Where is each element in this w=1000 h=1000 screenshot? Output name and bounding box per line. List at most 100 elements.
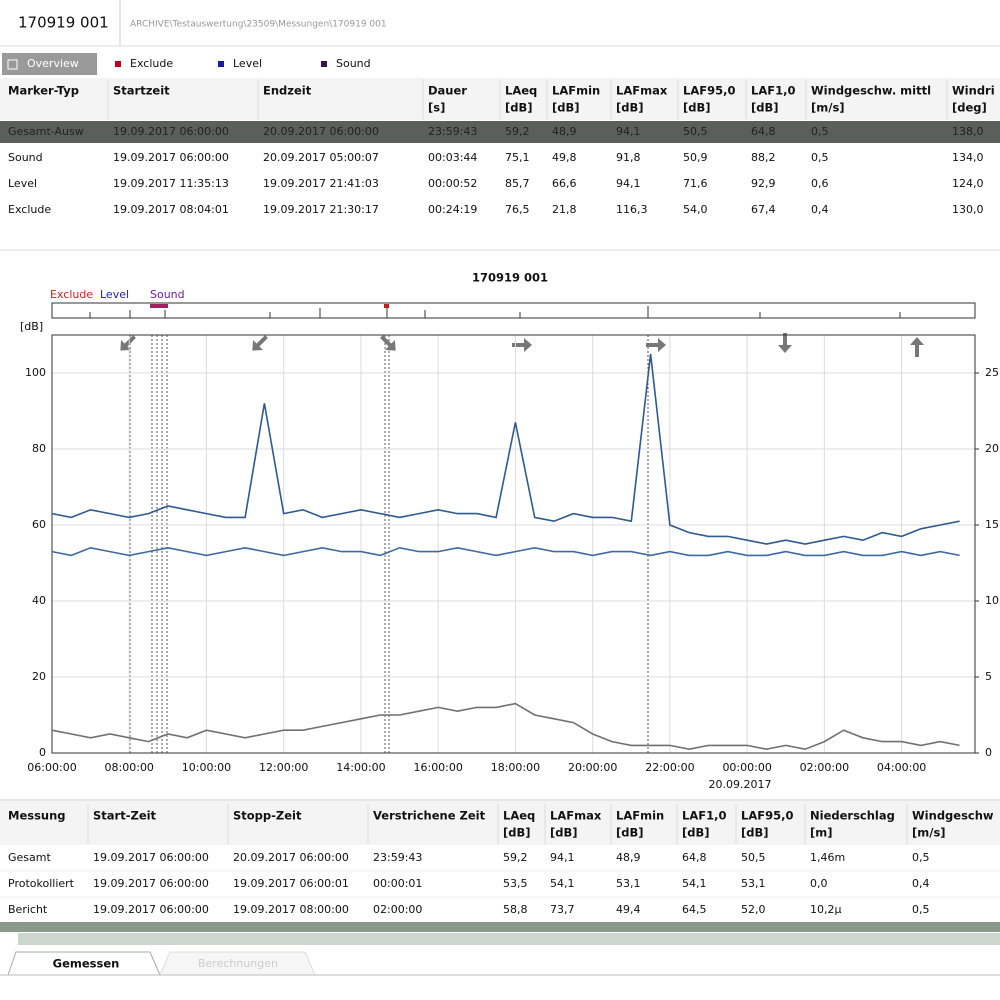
column-header: [m/s]: [811, 101, 845, 115]
tab-label[interactable]: Gemessen: [53, 957, 120, 971]
table-cell: 50,5: [683, 125, 708, 138]
column-header: LAF95,0: [683, 84, 735, 98]
overview-icon: [7, 59, 18, 70]
column-header: [dB]: [683, 101, 711, 115]
x-tick-label: 18:00:00: [491, 761, 540, 774]
table-cell: 54,1: [682, 877, 707, 890]
table-cell: 130,0: [952, 203, 984, 216]
column-header: [dB]: [616, 826, 644, 840]
table-cell: 94,1: [616, 125, 641, 138]
table-cell: 19.09.2017 06:00:00: [113, 151, 229, 164]
table-cell: 00:00:01: [373, 877, 422, 890]
tab-label[interactable]: Berechnungen: [198, 957, 278, 970]
chart: 170919 001 [dB] 20.09.2017 0204060801000…: [20, 271, 999, 792]
table-cell: 116,3: [616, 203, 648, 216]
table-cell: 00:24:19: [428, 203, 477, 216]
legend-swatch: [115, 61, 121, 67]
table-cell: 48,9: [616, 851, 641, 864]
x-tick-label: 12:00:00: [259, 761, 308, 774]
table-cell: 10,2µ: [810, 903, 842, 916]
selected-row[interactable]: [0, 121, 1000, 143]
column-header: [s]: [428, 101, 445, 115]
series-line: [51, 546, 960, 557]
table-cell: 0,4: [912, 877, 930, 890]
table-cell: 0,0: [810, 877, 828, 890]
table-cell: 19.09.2017 06:00:00: [93, 903, 209, 916]
chart-legend-label: Sound: [150, 288, 185, 301]
hscroll[interactable]: [18, 933, 1000, 945]
overview-label[interactable]: Overview: [27, 57, 79, 70]
column-header: Niederschlag: [810, 809, 895, 823]
column-header: LAeq: [503, 809, 535, 823]
table-cell: 124,0: [952, 177, 984, 190]
table-cell: Bericht: [8, 903, 48, 916]
table-cell: 19.09.2017 06:00:00: [93, 877, 209, 890]
y-tick-label: 0: [39, 746, 46, 759]
table-cell: Gesamt-Ausw: [8, 125, 84, 138]
column-header: [dB]: [616, 101, 644, 115]
column-header: Windgeschw. mittl: [811, 84, 931, 98]
column-header: [dB]: [552, 101, 580, 115]
chart-legend-label: Exclude: [50, 288, 93, 301]
x-tick-label: 08:00:00: [105, 761, 154, 774]
column-header: LAF1,0: [682, 809, 726, 823]
table-cell: 85,7: [505, 177, 530, 190]
y2-tick-label: 15: [985, 518, 999, 531]
table-cell: 49,4: [616, 903, 641, 916]
x-tick-label: 14:00:00: [336, 761, 385, 774]
header-path: ARCHIVE\Testauswertung\23509\Messungen\1…: [130, 20, 387, 30]
y2-tick-label: 20: [985, 442, 999, 455]
scrollbar[interactable]: [0, 922, 1000, 932]
table-cell: 19.09.2017 08:04:01: [113, 203, 229, 216]
table-cell: 73,7: [550, 903, 575, 916]
table-cell: Gesamt: [8, 851, 51, 864]
table-cell: 66,6: [552, 177, 577, 190]
column-header: [dB]: [505, 101, 533, 115]
column-header: LAFmin: [552, 84, 600, 98]
column-header: Start-Zeit: [93, 809, 157, 823]
table-cell: Sound: [8, 151, 43, 164]
column-header: Verstrichene Zeit: [373, 809, 486, 823]
table-cell: 0,5: [912, 851, 930, 864]
table-cell: 52,0: [741, 903, 766, 916]
table-cell: 23:59:43: [428, 125, 477, 138]
table-cell: 0,5: [912, 903, 930, 916]
table-cell: 94,1: [616, 177, 641, 190]
column-header: Startzeit: [113, 84, 170, 98]
x-tick-label: 20:00:00: [568, 761, 617, 774]
marker-lines: [129, 335, 649, 753]
table-cell: 94,1: [550, 851, 575, 864]
table-cell: 59,2: [505, 125, 530, 138]
column-header: Messung: [8, 809, 66, 823]
table-cell: 88,2: [751, 151, 776, 164]
legend-swatch: [218, 61, 224, 67]
plot-frame: [51, 334, 976, 754]
column-header: [dB]: [550, 826, 578, 840]
table-cell: 54,1: [550, 877, 575, 890]
table-cell: 00:03:44: [428, 151, 477, 164]
table-cell: 20.09.2017 06:00:00: [233, 851, 349, 864]
legend-swatch: [321, 61, 327, 67]
table-cell: 53,5: [503, 877, 528, 890]
overview-tab[interactable]: [2, 53, 97, 75]
event-ticks: [89, 306, 901, 318]
table-header-bg: [0, 801, 1000, 845]
table-cell: 48,9: [552, 125, 577, 138]
table-cell: 92,9: [751, 177, 776, 190]
table-cell: 138,0: [952, 125, 984, 138]
event-strip: [51, 302, 976, 319]
column-header: Endzeit: [263, 84, 312, 98]
table-cell: 50,5: [741, 851, 766, 864]
column-header: [m/s]: [912, 826, 946, 840]
column-header: LAFmax: [550, 809, 602, 823]
y-tick-label: 20: [32, 670, 46, 683]
table-cell: 23:59:43: [373, 851, 422, 864]
toolbar-legend: Exclude Level Sound: [115, 57, 371, 70]
table-cell: 19.09.2017 06:00:01: [233, 877, 349, 890]
table-cell: 0,4: [811, 203, 829, 216]
x-tick-label: 00:00:00: [722, 761, 771, 774]
column-header: Stopp-Zeit: [233, 809, 302, 823]
table-cell: 20.09.2017 06:00:00: [263, 125, 379, 138]
table-cell: 58,8: [503, 903, 528, 916]
